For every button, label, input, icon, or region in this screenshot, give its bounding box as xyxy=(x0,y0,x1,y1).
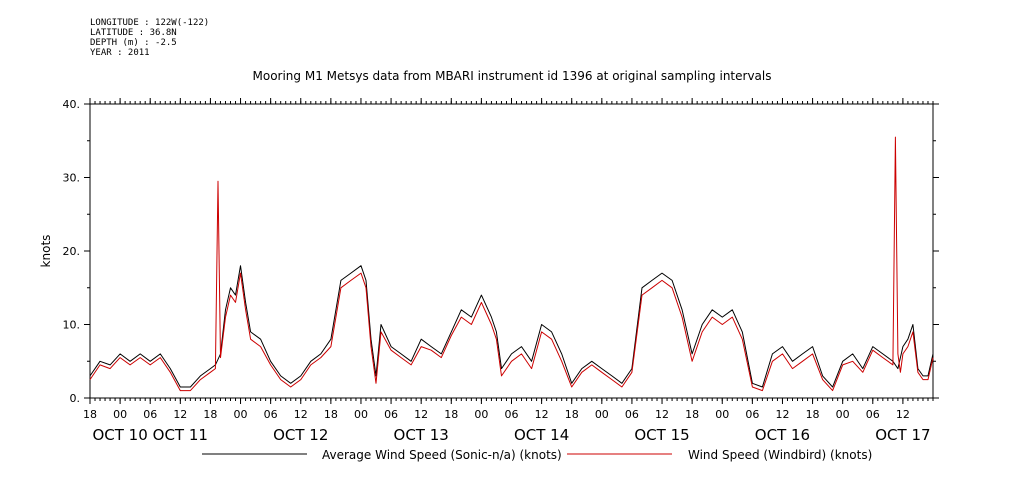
date-label: OCT 13 xyxy=(394,426,449,444)
chart-title: Mooring M1 Metsys data from MBARI instru… xyxy=(253,69,772,83)
depth-text: DEPTH (m) : -2.5 xyxy=(90,38,177,48)
x-tick-label: 18 xyxy=(444,408,458,421)
x-tick-label: 12 xyxy=(896,408,910,421)
x-tick-label: 06 xyxy=(625,408,639,421)
y-tick-label: 10. xyxy=(63,319,81,332)
x-tick-label: 18 xyxy=(83,408,97,421)
series-line-2 xyxy=(89,136,934,392)
x-tick-label: 06 xyxy=(264,408,278,421)
x-tick-label: 12 xyxy=(414,408,428,421)
x-tick-label: 12 xyxy=(655,408,669,421)
longitude-text: LONGITUDE : 122W(-122) xyxy=(90,18,210,28)
x-tick-label: 06 xyxy=(866,408,880,421)
x-tick-label: 12 xyxy=(173,408,187,421)
x-tick-label: 00 xyxy=(836,408,850,421)
y-tick-label: 20. xyxy=(63,245,81,258)
x-tick-label: 06 xyxy=(505,408,519,421)
legend-label-series-2: Wind Speed (Windbird) (knots) xyxy=(688,448,872,462)
x-tick-label: 18 xyxy=(806,408,820,421)
date-label: OCT 11 xyxy=(153,426,208,444)
x-tick-label: 06 xyxy=(384,408,398,421)
x-tick-label: 00 xyxy=(595,408,609,421)
x-tick-label: 00 xyxy=(354,408,368,421)
legend-label-series-1: Average Wind Speed (Sonic-n/a) (knots) xyxy=(322,448,562,462)
date-label: OCT 10 xyxy=(92,426,147,444)
x-tick-label: 18 xyxy=(685,408,699,421)
date-label: OCT 15 xyxy=(634,426,689,444)
metadata-block: LONGITUDE : 122W(-122) LATITUDE : 36.8N … xyxy=(90,18,209,58)
latitude-text: LATITUDE : 36.8N xyxy=(90,28,177,38)
x-tick-label: 00 xyxy=(113,408,127,421)
y-tick-label: 30. xyxy=(63,172,81,185)
x-tick-label: 00 xyxy=(474,408,488,421)
x-tick-label: 06 xyxy=(143,408,157,421)
date-label: OCT 16 xyxy=(755,426,810,444)
x-tick-label: 12 xyxy=(535,408,549,421)
x-tick-label: 12 xyxy=(775,408,789,421)
y-tick-label: 40. xyxy=(63,98,81,111)
x-tick-label: 18 xyxy=(565,408,579,421)
year-text: YEAR : 2011 xyxy=(90,48,150,58)
date-label: OCT 12 xyxy=(273,426,328,444)
x-tick-label: 12 xyxy=(294,408,308,421)
x-tick-label: 18 xyxy=(203,408,217,421)
series-group xyxy=(89,136,934,392)
legend: Average Wind Speed (Sonic-n/a) (knots) W… xyxy=(202,448,872,462)
y-tick-label: 0. xyxy=(70,392,81,405)
x-axis: 18 00 06 12 18 00 06 12 18 00 06 12 18 00 06 12 18 00 06 12… xyxy=(83,98,934,444)
x-tick-label: 06 xyxy=(745,408,759,421)
x-tick-label: 00 xyxy=(234,408,248,421)
date-label: OCT 17 xyxy=(875,426,930,444)
y-axis: 0. 10. 20. 30. 40. xyxy=(63,98,939,405)
y-axis-label: knots xyxy=(39,235,53,268)
x-tick-label: 00 xyxy=(715,408,729,421)
date-label: OCT 14 xyxy=(514,426,569,444)
series-line-1 xyxy=(89,265,934,388)
x-tick-label: 18 xyxy=(324,408,338,421)
